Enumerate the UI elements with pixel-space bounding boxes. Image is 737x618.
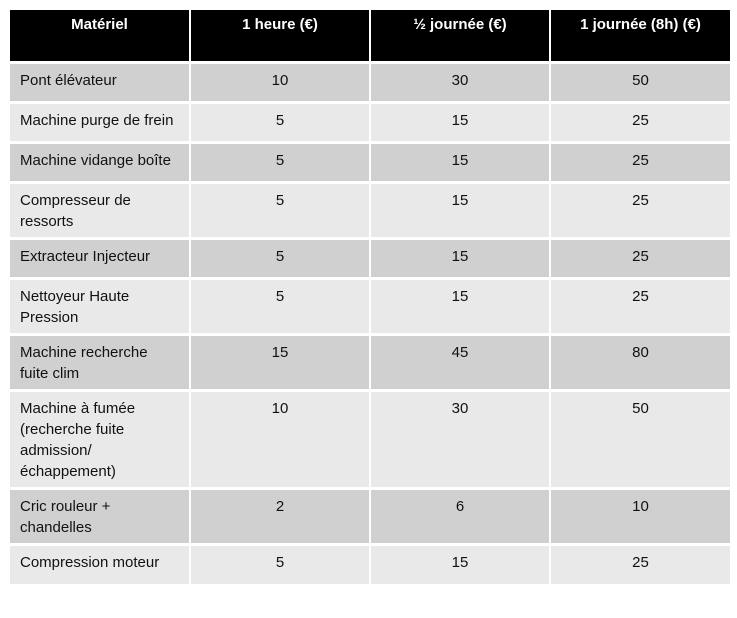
equipment-cell: Machine purge de frein: [10, 100, 190, 142]
price-cell: 15: [369, 276, 550, 334]
table-row: Pont élévateur 10 30 50: [10, 60, 730, 102]
price-table: Matériel 1 heure (€) ½ journée (€) 1 journé…: [10, 10, 730, 584]
equipment-cell: Compresseur de ressorts: [10, 180, 190, 238]
table-row: Cric rouleur + chandelles 2 6 10: [10, 486, 730, 544]
price-cell: 6: [369, 486, 550, 544]
price-cell: 15: [369, 140, 550, 182]
price-cell: 25: [549, 276, 730, 334]
price-cell: 25: [549, 236, 730, 278]
header-cell: Matériel: [10, 10, 190, 62]
price-cell: 10: [189, 60, 370, 102]
table-row: Compression moteur 5 15 25: [10, 542, 730, 584]
equipment-cell: Extracteur Injecteur: [10, 236, 190, 278]
price-cell: 25: [549, 542, 730, 584]
table-row: Machine à fumée (recherche fuite admissi…: [10, 388, 730, 488]
header-cell: 1 journée (8h) (€): [549, 10, 730, 62]
table-row: Nettoyeur Haute Pression 5 15 25: [10, 276, 730, 334]
price-cell: 25: [549, 100, 730, 142]
header-cell: ½ journée (€): [369, 10, 550, 62]
price-cell: 25: [549, 180, 730, 238]
price-cell: 30: [369, 388, 550, 488]
header-cell: 1 heure (€): [189, 10, 370, 62]
price-cell: 15: [369, 180, 550, 238]
price-cell: 5: [189, 140, 370, 182]
price-cell: 80: [549, 332, 730, 390]
table-body: Pont élévateur 10 30 50 Machine purge de fre…: [10, 60, 730, 584]
equipment-cell: Compression moteur: [10, 542, 190, 584]
equipment-cell: Machine à fumée (recherche fuite admissi…: [10, 388, 190, 488]
equipment-cell: Nettoyeur Haute Pression: [10, 276, 190, 334]
equipment-cell: Cric rouleur + chandelles: [10, 486, 190, 544]
header-row: Matériel 1 heure (€) ½ journée (€) 1 journé…: [10, 10, 730, 62]
table-row: Compresseur de ressorts 5 15 25: [10, 180, 730, 238]
price-cell: 15: [369, 236, 550, 278]
price-cell: 5: [189, 100, 370, 142]
price-cell: 15: [369, 542, 550, 584]
price-cell: 10: [189, 388, 370, 488]
price-cell: 2: [189, 486, 370, 544]
price-cell: 15: [369, 100, 550, 142]
price-cell: 30: [369, 60, 550, 102]
equipment-cell: Machine vidange boîte: [10, 140, 190, 182]
price-cell: 5: [189, 542, 370, 584]
price-cell: 15: [189, 332, 370, 390]
table-row: Machine recherche fuite clim 15 45 80: [10, 332, 730, 390]
equipment-cell: Machine recherche fuite clim: [10, 332, 190, 390]
price-cell: 45: [369, 332, 550, 390]
price-cell: 5: [189, 180, 370, 238]
table-row: Machine purge de frein 5 15 25: [10, 100, 730, 142]
table-row: Machine vidange boîte 5 15 25: [10, 140, 730, 182]
price-cell: 5: [189, 236, 370, 278]
price-cell: 10: [549, 486, 730, 544]
price-cell: 50: [549, 388, 730, 488]
price-cell: 5: [189, 276, 370, 334]
table-row: Extracteur Injecteur 5 15 25: [10, 236, 730, 278]
price-cell: 50: [549, 60, 730, 102]
equipment-cell: Pont élévateur: [10, 60, 190, 102]
price-cell: 25: [549, 140, 730, 182]
